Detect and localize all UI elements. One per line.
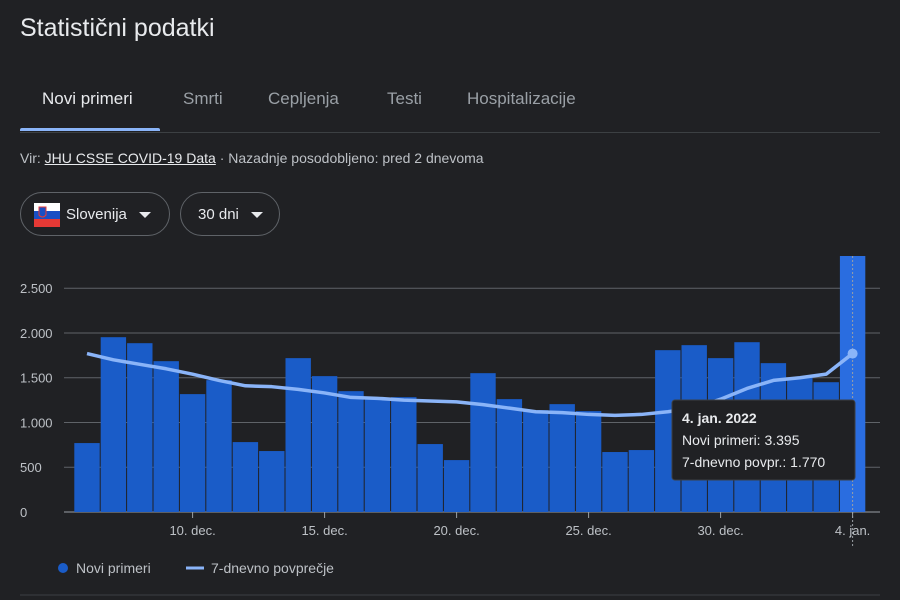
tab[interactable]: Testi bbox=[387, 89, 422, 108]
x-tick-label: 15. dec. bbox=[301, 523, 347, 538]
region-dropdown[interactable]: Slovenija bbox=[20, 192, 170, 236]
source-line: Vir: JHU CSSE COVID-19 Data · Nazadnje p… bbox=[20, 150, 484, 166]
page-title: Statistični podatki bbox=[20, 14, 215, 42]
tab[interactable]: Hospitalizacije bbox=[467, 89, 576, 108]
tooltip-line: 7-dnevno povpr.: 1.770 bbox=[682, 454, 825, 470]
bar bbox=[153, 361, 179, 512]
dropdown-arrow bbox=[139, 212, 151, 218]
bar bbox=[523, 410, 549, 512]
bar bbox=[443, 460, 470, 512]
tab-indicator bbox=[20, 128, 160, 131]
bar bbox=[127, 343, 153, 512]
tab-bar: Novi primeri Smrti Cepljenja Testi Hospi… bbox=[20, 86, 880, 133]
bar bbox=[496, 399, 523, 512]
bar bbox=[575, 411, 602, 512]
legend-marker bbox=[58, 563, 68, 573]
bar bbox=[470, 373, 496, 512]
bar bbox=[311, 376, 338, 512]
tooltip-line: Novi primeri: 3.395 bbox=[682, 432, 800, 448]
bar bbox=[628, 450, 655, 512]
bar bbox=[259, 451, 285, 512]
bar bbox=[338, 391, 364, 512]
bar bbox=[417, 444, 443, 512]
legend-label: Novi primeri bbox=[76, 560, 151, 576]
bar bbox=[549, 404, 575, 512]
hover-dot bbox=[847, 348, 858, 359]
bar bbox=[285, 358, 311, 512]
y-tick-label: 1.000 bbox=[20, 415, 53, 430]
tooltip-box bbox=[671, 399, 856, 481]
tab[interactable]: Novi primeri bbox=[42, 89, 133, 108]
average-line bbox=[86, 351, 854, 418]
x-tick-label: 20. dec. bbox=[433, 523, 479, 538]
source-link[interactable]: JHU CSSE COVID-19 Data bbox=[44, 150, 216, 166]
source-prefix: Vir: bbox=[20, 150, 41, 166]
bar bbox=[74, 443, 100, 512]
y-tick-label: 2.500 bbox=[20, 281, 53, 296]
x-tick-label: 30. dec. bbox=[697, 523, 743, 538]
period-dropdown[interactable]: 30 dni bbox=[180, 192, 280, 236]
bar bbox=[391, 397, 417, 512]
x-tick-label: 4. jan. bbox=[835, 523, 870, 538]
dropdown-label: 30 dni bbox=[198, 206, 239, 223]
bar bbox=[179, 394, 206, 512]
y-tick-label: 1.500 bbox=[20, 371, 53, 386]
y-tick-label: 0 bbox=[20, 505, 27, 520]
x-tick-label: 25. dec. bbox=[565, 523, 611, 538]
tooltip: 4. jan. 2022 Novi primeri: 3.395 7-dnevno … bbox=[671, 399, 856, 481]
bar bbox=[602, 452, 628, 512]
dropdown-arrow bbox=[251, 212, 263, 218]
legend-label: 7-dnevno povprečje bbox=[211, 560, 334, 576]
bar bbox=[100, 337, 127, 512]
bar bbox=[206, 380, 232, 512]
bar bbox=[364, 398, 391, 512]
x-tick-label: 10. dec. bbox=[169, 523, 215, 538]
flag-icon bbox=[34, 203, 60, 227]
y-tick-label: 2.000 bbox=[20, 326, 53, 341]
dropdown-label: Slovenija bbox=[66, 206, 127, 223]
tab[interactable]: Cepljenja bbox=[268, 89, 339, 108]
tab[interactable]: Smrti bbox=[183, 89, 223, 108]
tooltip-title: 4. jan. 2022 bbox=[682, 410, 757, 426]
y-tick-label: 500 bbox=[20, 460, 42, 475]
source-suffix: · Nazadnje posodobljeno: pred 2 dnevoma bbox=[219, 150, 484, 166]
bar bbox=[232, 442, 259, 512]
